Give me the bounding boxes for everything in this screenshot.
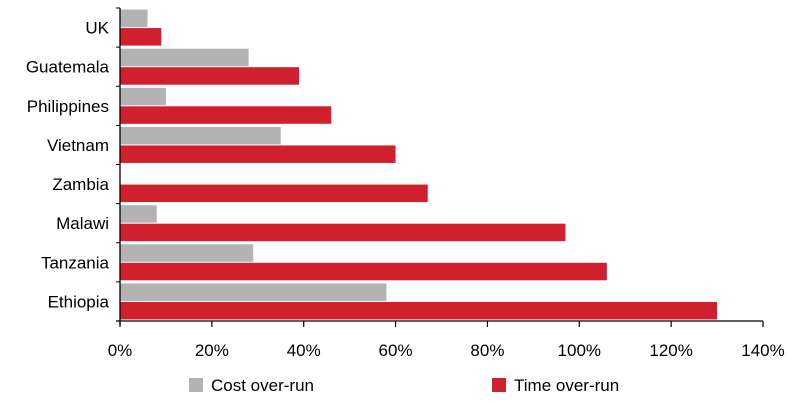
- category-label-uk: UK: [85, 19, 109, 38]
- legend-swatch-time-over-run: [492, 378, 506, 392]
- x-tick-label-40: 40%: [287, 341, 321, 360]
- category-label-philippines: Philippines: [27, 97, 109, 116]
- bar-cost-over-run-uk: [120, 9, 148, 28]
- bar-time-over-run-ethiopia: [120, 301, 718, 320]
- x-tick-label-20: 20%: [195, 341, 229, 360]
- bar-cost-over-run-guatemala: [120, 48, 249, 67]
- x-tick-label-100: 100%: [558, 341, 601, 360]
- bar-time-over-run-malawi: [120, 223, 566, 242]
- category-label-guatemala: Guatemala: [26, 58, 110, 77]
- bar-time-over-run-vietnam: [120, 145, 396, 163]
- bar-cost-over-run-vietnam: [120, 126, 281, 145]
- legend: Cost over-run Time over-run: [189, 376, 619, 395]
- x-tick-label-0: 0%: [108, 341, 133, 360]
- legend-swatch-cost-over-run: [189, 378, 203, 392]
- bar-time-over-run-philippines: [120, 106, 332, 124]
- bar-time-over-run-zambia: [120, 184, 428, 203]
- category-label-malawi: Malawi: [56, 214, 109, 233]
- bar-time-over-run-tanzania: [120, 262, 607, 281]
- bar-cost-over-run-ethiopia: [120, 283, 387, 301]
- axes-layer: [116, 7, 764, 327]
- x-tick-label-120: 120%: [649, 341, 692, 360]
- bar-time-over-run-guatemala: [120, 67, 300, 85]
- x-tick-label-80: 80%: [470, 341, 504, 360]
- legend-label-cost-over-run: Cost over-run: [211, 376, 314, 395]
- category-label-vietnam: Vietnam: [47, 136, 109, 155]
- x-tick-label-140: 140%: [741, 341, 784, 360]
- category-label-zambia: Zambia: [52, 175, 109, 194]
- category-label-ethiopia: Ethiopia: [48, 292, 110, 311]
- legend-label-time-over-run: Time over-run: [514, 376, 619, 395]
- bars-layer: [120, 9, 718, 320]
- category-label-tanzania: Tanzania: [41, 253, 110, 272]
- x-tick-label-60: 60%: [379, 341, 413, 360]
- bar-cost-over-run-tanzania: [120, 244, 254, 262]
- bar-time-over-run-uk: [120, 28, 162, 46]
- bar-cost-over-run-philippines: [120, 87, 166, 106]
- labels-layer: UK Guatemala Philippines Vietnam Zambia Malaw…: [26, 19, 785, 360]
- bar-cost-over-run-malawi: [120, 205, 157, 223]
